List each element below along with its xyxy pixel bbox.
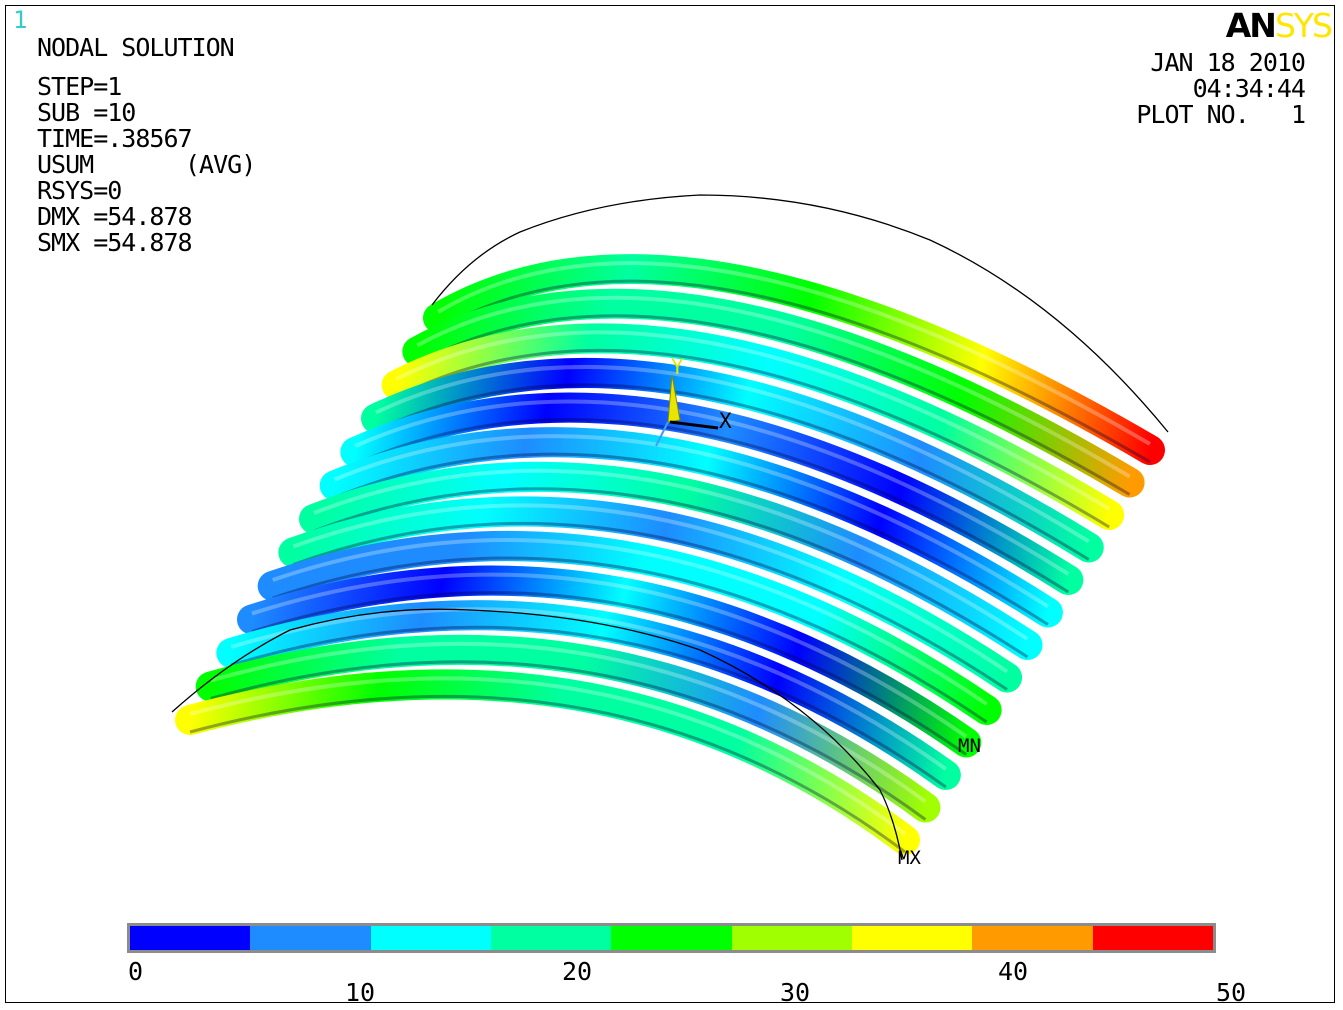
shell-rib-shadow: [272, 556, 988, 724]
shell-rib-highlight: [251, 572, 968, 739]
legend-segment-7: [972, 926, 1093, 950]
shell-rib: [361, 357, 1104, 563]
legend-segment-1: [250, 926, 371, 950]
triad-y-label: Y: [671, 355, 684, 379]
axis-triad: [655, 374, 719, 447]
plot-frame: [5, 5, 1335, 1003]
shell-rib-shadow: [313, 487, 1029, 659]
max-marker: MX: [898, 847, 921, 869]
rsys-label: RSYS=0: [37, 176, 122, 205]
legend-tick-50: 50: [1216, 978, 1247, 1007]
shell-rib: [237, 565, 982, 758]
shell-rib-highlight: [436, 261, 1152, 446]
shell-rib: [319, 427, 1063, 628]
smx-label: SMX =54.878: [37, 228, 193, 257]
undeformed-edge-bottom: [171, 608, 903, 861]
shell-rib-shadow: [251, 591, 968, 756]
legend-segment-3: [490, 926, 612, 950]
legend-tick-0: 0: [128, 957, 144, 986]
logo-an: AN: [1225, 6, 1277, 45]
shell-rib-shadow: [230, 625, 947, 789]
shell-rib-highlight: [230, 607, 947, 771]
shell-rib-highlight: [395, 330, 1111, 511]
shell-rib-highlight: [189, 676, 907, 836]
shell-rib: [402, 288, 1145, 498]
legend-tick-30: 30: [780, 978, 811, 1007]
time-label: TIME=.38567: [37, 124, 193, 153]
triad-x-label: X: [719, 409, 732, 433]
shell-rib: [340, 392, 1084, 595]
shell-rib: [278, 496, 1023, 693]
plot-date: JAN 18 2010: [1150, 48, 1306, 77]
shell-rib-highlight: [333, 434, 1049, 609]
legend-segment-0: [130, 926, 251, 950]
step-label: STEP=1: [37, 72, 122, 101]
legend-segment-4: [611, 926, 732, 950]
color-legend: [127, 923, 1216, 953]
shell-rib-highlight: [354, 399, 1070, 576]
shell-rib-shadow: [189, 694, 906, 854]
shell-rib: [175, 669, 920, 855]
shell-rib-shadow: [292, 521, 1008, 691]
shell-rib-shadow: [416, 314, 1131, 496]
shell-rib-shadow: [375, 383, 1090, 561]
shell-rib-highlight: [416, 295, 1131, 479]
shell-rib-highlight: [375, 364, 1090, 544]
shell-rib-shadow: [210, 660, 927, 821]
legend-segment-8: [1092, 926, 1213, 950]
ansys-logo: ANSYS: [1225, 6, 1333, 45]
legend-segment-2: [370, 926, 491, 950]
shell-rib-highlight: [292, 503, 1009, 674]
solution-title: NODAL SOLUTION: [37, 33, 235, 62]
shell-rib-shadow: [354, 418, 1070, 594]
legend-tick-40: 40: [998, 957, 1029, 986]
plot-time: 04:34:44: [1192, 74, 1306, 103]
shell-rib-highlight: [313, 468, 1029, 641]
shell-rib: [216, 600, 961, 790]
avg-label: (AVG): [185, 150, 256, 179]
shell-rib-highlight: [272, 538, 988, 706]
legend-tick-10: 10: [345, 978, 376, 1007]
shell-rib-shadow: [437, 279, 1151, 464]
shell-rib: [195, 634, 941, 823]
plot-number: PLOT NO. 1: [1136, 100, 1306, 129]
dmx-label: DMX =54.878: [37, 202, 193, 231]
shell-rib: [423, 254, 1165, 465]
shell-rib-shadow: [334, 452, 1049, 626]
min-marker: MN: [958, 735, 981, 757]
window-number: 1: [13, 6, 28, 34]
shell-rib: [381, 323, 1125, 530]
legend-segment-6: [851, 926, 973, 950]
sub-label: SUB =10: [37, 98, 136, 127]
shell-rib-shadow: [395, 348, 1110, 529]
shell-rib: [299, 461, 1043, 660]
logo-sys: SYS: [1274, 6, 1333, 45]
shell-rib-highlight: [210, 641, 927, 804]
plot-info: JAN 18 2010 04:34:44 PLOT NO. 1: [1136, 48, 1306, 129]
usum-label: USUM: [37, 150, 94, 179]
legend-tick-20: 20: [562, 957, 593, 986]
legend-segment-5: [731, 926, 852, 950]
shell-rib: [257, 531, 1002, 725]
undeformed-edge-top: [431, 194, 1169, 433]
corrugated-shell: [175, 254, 1165, 855]
